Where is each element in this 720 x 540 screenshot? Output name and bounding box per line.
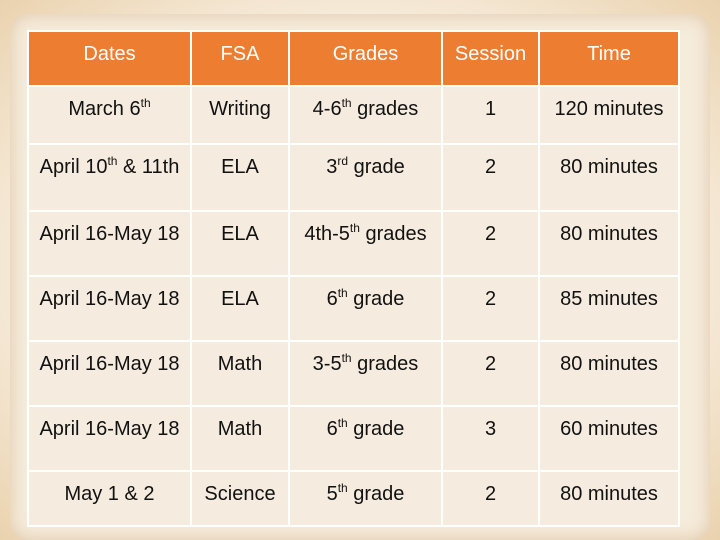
table-row: April 10th & 11th ELA 3rd grade 2 80 minutes <box>27 143 680 212</box>
table-cell: 5th grade <box>288 470 443 527</box>
table-row: April 16-May 18 ELA 4th-5th grades 2 80 minu… <box>27 210 680 277</box>
table-cell: 4th-5th grades <box>288 210 443 277</box>
schedule-table: Dates FSA Grades Session Time March 6th Writi… <box>27 30 680 527</box>
table-cell: 3rd grade <box>288 143 443 212</box>
table-cell: 80 minutes <box>538 210 680 277</box>
cell-text: 6 <box>326 288 338 310</box>
superscript: rd <box>337 154 349 168</box>
table-cell: 3-5th grades <box>288 340 443 407</box>
superscript: th <box>107 154 118 168</box>
table-row: April 16-May 18 Math 3-5th grades 2 80 minut… <box>27 340 680 407</box>
header-cell: Session <box>441 30 540 87</box>
superscript: th <box>341 351 352 365</box>
cell-text: grade <box>348 156 405 178</box>
table-cell: 6th grade <box>288 405 443 472</box>
table-cell: Math <box>190 340 290 407</box>
table-cell: 2 <box>441 210 540 277</box>
superscript: th <box>337 286 348 300</box>
cell-text: grade <box>347 483 405 505</box>
cell-text: grade <box>347 418 405 440</box>
cell-text: April 10 <box>39 156 108 178</box>
table-cell: ELA <box>190 210 290 277</box>
cell-text: & 11th <box>117 156 180 178</box>
cell-text: 6 <box>326 418 338 440</box>
table-cell: May 1 & 2 <box>27 470 192 527</box>
table-cell: April 16-May 18 <box>27 405 192 472</box>
table-row: March 6th Writing 4-6th grades 1 120 minutes <box>27 85 680 145</box>
table-cell: ELA <box>190 275 290 342</box>
table-cell: 120 minutes <box>538 85 680 145</box>
header-row: Dates FSA Grades Session Time <box>27 30 680 87</box>
cell-text: grades <box>351 98 419 120</box>
cell-text: 4-6 <box>312 98 342 120</box>
cell-text: 5 <box>326 483 338 505</box>
cell-text: grades <box>359 223 427 245</box>
table-cell: 80 minutes <box>538 470 680 527</box>
header-cell: FSA <box>190 30 290 87</box>
table-cell: 6th grade <box>288 275 443 342</box>
table-cell: Science <box>190 470 290 527</box>
table-cell: 4-6th grades <box>288 85 443 145</box>
table-cell: 3 <box>441 405 540 472</box>
table-cell: 80 minutes <box>538 143 680 212</box>
superscript: th <box>140 96 151 110</box>
table-cell: Math <box>190 405 290 472</box>
superscript: th <box>337 481 348 495</box>
table-cell: April 16-May 18 <box>27 340 192 407</box>
table-cell: ELA <box>190 143 290 212</box>
header-cell: Grades <box>288 30 443 87</box>
table-cell: 60 minutes <box>538 405 680 472</box>
superscript: th <box>349 221 360 235</box>
superscript: th <box>341 96 352 110</box>
cell-text: grades <box>351 353 419 375</box>
table-cell: 2 <box>441 340 540 407</box>
table-cell: 2 <box>441 470 540 527</box>
table-row: April 16-May 18 Math 6th grade 3 60 minutes <box>27 405 680 472</box>
table-cell: April 16-May 18 <box>27 210 192 277</box>
superscript: th <box>337 416 348 430</box>
table-cell: April 10th & 11th <box>27 143 192 212</box>
table-cell: 2 <box>441 143 540 212</box>
cell-text: 3-5 <box>312 353 342 375</box>
table-cell: March 6th <box>27 85 192 145</box>
table-cell: 85 minutes <box>538 275 680 342</box>
table-row: April 16-May 18 ELA 6th grade 2 85 minutes <box>27 275 680 342</box>
cell-text: 3 <box>326 156 338 178</box>
table-cell: 2 <box>441 275 540 342</box>
table-cell: 1 <box>441 85 540 145</box>
header-cell: Dates <box>27 30 192 87</box>
header-cell: Time <box>538 30 680 87</box>
table-cell: Writing <box>190 85 290 145</box>
cell-text: 4th-5 <box>304 223 350 245</box>
table-cell: April 16-May 18 <box>27 275 192 342</box>
table-cell: 80 minutes <box>538 340 680 407</box>
table-row: May 1 & 2 Science 5th grade 2 80 minutes <box>27 470 680 527</box>
cell-text: March 6 <box>68 98 141 120</box>
cell-text: grade <box>347 288 405 310</box>
